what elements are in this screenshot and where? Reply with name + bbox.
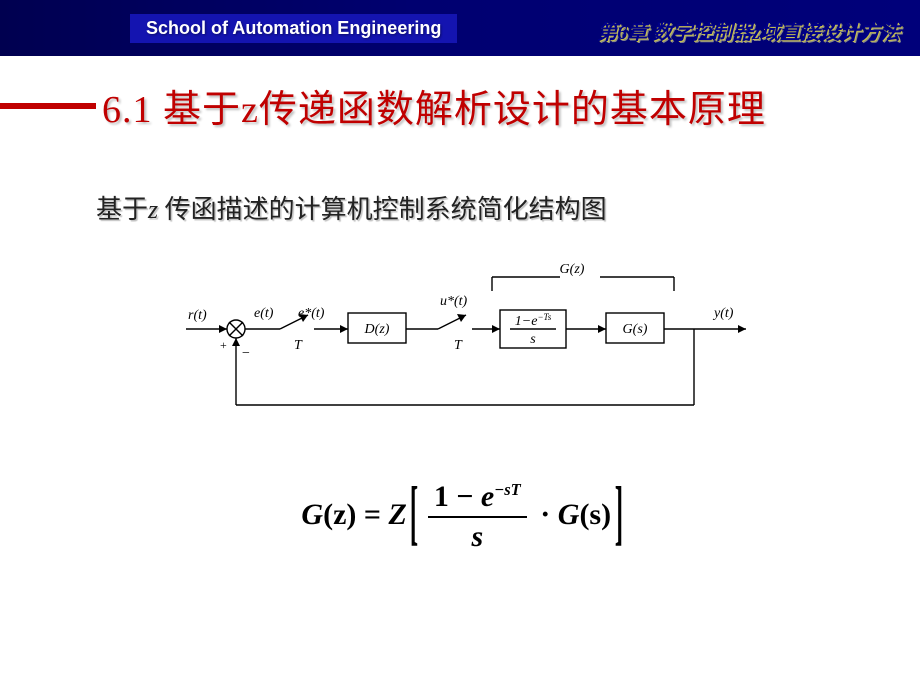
- zoh-num: 1−e−Ts: [515, 312, 552, 329]
- chapter-label: 第6章 数字控制器z域直接设计方法: [597, 16, 900, 45]
- eq-G: G: [301, 498, 323, 531]
- eq-equals: =: [364, 498, 389, 531]
- sig-es: e*(t): [298, 306, 325, 321]
- sig-y: y(t): [712, 306, 734, 321]
- subtitle-prefix: 基于: [96, 195, 148, 224]
- eq-fraction: 1 − e−sT s: [428, 480, 527, 554]
- block-Dz: D(z): [364, 322, 390, 337]
- sig-r: r(t): [188, 308, 207, 323]
- heading-bullet: [0, 103, 96, 109]
- sum-plus: +: [220, 338, 227, 352]
- sum-minus: −: [242, 346, 250, 361]
- school-banner: School of Automation Engineering: [130, 14, 457, 43]
- block-diagram: G(z) r(t) + − e(t) e*(t) T D(z) u*(t) T …: [180, 255, 760, 420]
- block-Gs: G(s): [623, 322, 648, 337]
- gz-bracket-label: G(z): [560, 262, 585, 277]
- eq-G2: G: [558, 498, 580, 531]
- sampler2-T: T: [454, 338, 463, 353]
- eq-Z: Z: [389, 498, 407, 531]
- subtitle-suffix: 传函描述的计算机控制系统简化结构图: [158, 195, 607, 224]
- heading-title: 基于z传递函数解析设计的基本原理: [163, 89, 766, 131]
- sig-e: e(t): [254, 306, 274, 321]
- equation: G(z) = Z [ 1 − e−sT s · G(s) ]: [0, 480, 920, 554]
- section-heading: 6.1 基于z传递函数解析设计的基本原理: [0, 78, 920, 133]
- subtitle-var: z: [148, 195, 158, 224]
- heading-number: 6.1: [102, 89, 153, 131]
- subtitle: 基于z 传函描述的计算机控制系统简化结构图: [96, 189, 920, 226]
- heading-text: 6.1 基于z传递函数解析设计的基本原理: [102, 78, 766, 133]
- sampler1-T: T: [294, 338, 303, 353]
- eq-z: (z): [323, 498, 356, 531]
- sig-us: u*(t): [440, 294, 468, 309]
- zoh-den: s: [530, 332, 536, 347]
- top-bar: School of Automation Engineering 第6章 数字控…: [0, 0, 920, 56]
- eq-dot: ·: [540, 498, 558, 531]
- eq-sarg: (s): [579, 498, 611, 531]
